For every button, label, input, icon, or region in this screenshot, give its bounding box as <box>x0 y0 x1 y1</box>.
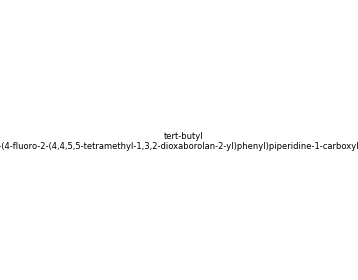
Text: tert-butyl 4-(4-fluoro-2-(4,4,5,5-tetramethyl-1,3,2-dioxaborolan-2-yl)phenyl)pip: tert-butyl 4-(4-fluoro-2-(4,4,5,5-tetram… <box>0 132 358 151</box>
